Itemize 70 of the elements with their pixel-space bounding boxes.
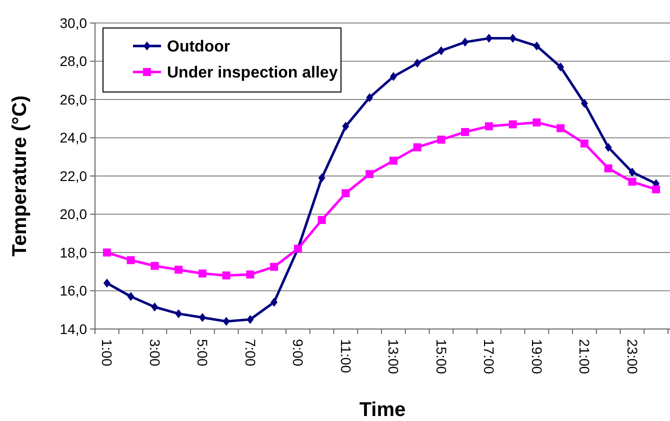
point: [390, 72, 397, 82]
y-tick-label: 18,0: [60, 244, 88, 260]
point: [198, 313, 206, 322]
point: [580, 98, 588, 108]
point: [198, 270, 206, 278]
point: [628, 168, 636, 177]
point: [222, 316, 230, 326]
point: [127, 292, 134, 301]
x-tick-label: 3:00: [146, 339, 163, 366]
point: [103, 278, 110, 288]
x-tick-label: 23:00: [624, 339, 640, 374]
x-tick-label: 13:00: [386, 339, 402, 374]
y-tick-label: 26,0: [60, 91, 88, 108]
x-axis-title: Time: [359, 399, 406, 421]
point: [509, 34, 516, 43]
point: [414, 58, 421, 68]
point: [628, 178, 636, 186]
legend-label: Outdoor: [167, 38, 230, 56]
point: [462, 38, 469, 47]
point: [484, 122, 493, 130]
y-tick-label: 28,0: [60, 53, 88, 70]
point: [580, 139, 588, 148]
point: [342, 122, 350, 131]
y-tick-label: 30,0: [60, 14, 88, 31]
point: [604, 142, 612, 152]
point: [126, 256, 135, 264]
y-tick-label: 24,0: [60, 130, 88, 146]
point: [174, 266, 183, 274]
point: [175, 309, 182, 318]
point: [246, 270, 254, 278]
point: [485, 34, 492, 43]
x-tick-label: 21:00: [576, 339, 593, 374]
point: [222, 271, 230, 280]
legend-label: Under inspection alley: [167, 64, 338, 82]
point: [533, 41, 540, 50]
y-tick-label: 14,0: [60, 320, 88, 337]
x-tick-label: 7:00: [242, 339, 258, 366]
point: [150, 262, 159, 270]
point: [438, 46, 445, 56]
point: [461, 128, 470, 136]
point: [318, 173, 326, 182]
x-tick-label: 1:00: [99, 339, 116, 366]
x-tick-label: 9:00: [290, 339, 306, 366]
point: [342, 189, 350, 198]
point: [604, 164, 612, 172]
point: [652, 185, 660, 194]
y-tick-label: 22,0: [60, 168, 88, 184]
point: [508, 120, 517, 128]
point: [389, 156, 398, 165]
point: [270, 262, 278, 271]
point: [532, 118, 541, 126]
point: [102, 248, 111, 256]
point: [270, 298, 278, 307]
point: [437, 136, 446, 144]
point: [556, 124, 565, 132]
x-tick-label: 11:00: [338, 339, 354, 374]
y-tick-label: 20,0: [60, 206, 88, 222]
x-tick-label: 17:00: [481, 339, 498, 374]
x-tick-label: 19:00: [528, 339, 545, 374]
x-tick-label: 5:00: [194, 339, 211, 366]
point: [413, 143, 422, 152]
point: [366, 93, 374, 102]
point: [151, 302, 158, 312]
y-tick-label: 16,0: [60, 282, 88, 299]
point: [246, 314, 254, 324]
point: [318, 216, 326, 224]
x-tick-label: 15:00: [433, 339, 450, 374]
point: [557, 62, 564, 72]
y-axis-title: Temperature (°C): [9, 96, 31, 256]
point: [366, 170, 374, 178]
